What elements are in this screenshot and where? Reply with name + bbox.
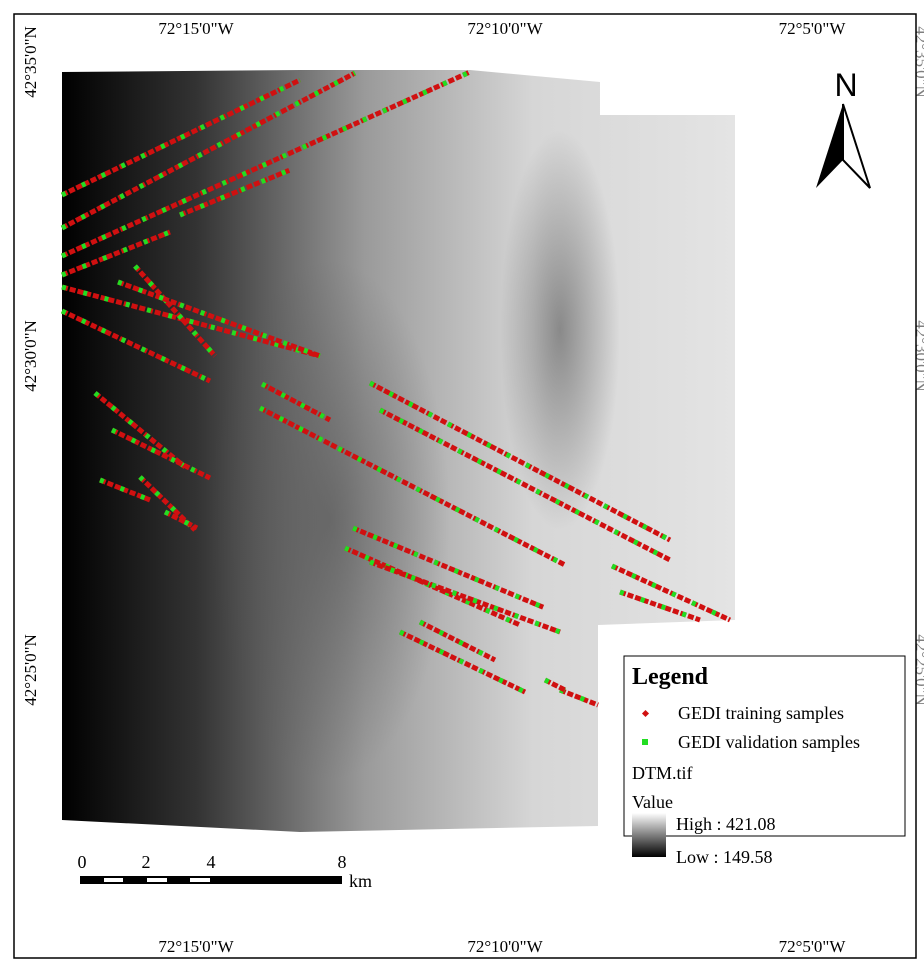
legend-layer: DTM.tif: [632, 763, 693, 783]
dem-shading: [210, 260, 450, 780]
legend-low: Low : 149.58: [676, 847, 773, 867]
legend-label: GEDI training samples: [678, 703, 844, 723]
scale-label: 0: [78, 852, 87, 872]
legend-title: Legend: [632, 664, 709, 690]
longitude-label: 72°5'0"W: [779, 19, 847, 38]
legend-ramp: [632, 813, 666, 857]
longitude-label: 72°10'0"W: [467, 19, 543, 38]
scale-label: 2: [142, 852, 151, 872]
latitude-label: 42°25'0"N: [912, 634, 924, 706]
longitude-label: 72°15'0"W: [158, 937, 234, 956]
latitude-label: 42°35'0"N: [912, 26, 924, 98]
longitude-label: 72°15'0"W: [158, 19, 234, 38]
latitude-label: 42°30'0"N: [912, 320, 924, 392]
longitude-label: 72°5'0"W: [779, 937, 847, 956]
legend-swatch: [642, 739, 648, 745]
legend-value-heading: Value: [632, 792, 673, 812]
scale-bar: [80, 876, 342, 884]
latitude-label: 42°35'0"N: [21, 26, 40, 98]
dem-shading: [500, 130, 620, 530]
latitude-label: 42°25'0"N: [21, 634, 40, 706]
longitude-label: 72°10'0"W: [467, 937, 543, 956]
scale-label: 4: [207, 852, 216, 872]
legend-label: GEDI validation samples: [678, 732, 860, 752]
latitude-label: 42°30'0"N: [21, 320, 40, 392]
legend-high: High : 421.08: [676, 814, 776, 834]
scale-unit: km: [349, 871, 372, 891]
scale-label: 8: [338, 852, 347, 872]
north-label: N: [834, 67, 857, 103]
map-figure: 72°15'0"W 72°10'0"W 72°5'0"W 72°15'0"W 7…: [0, 0, 924, 963]
